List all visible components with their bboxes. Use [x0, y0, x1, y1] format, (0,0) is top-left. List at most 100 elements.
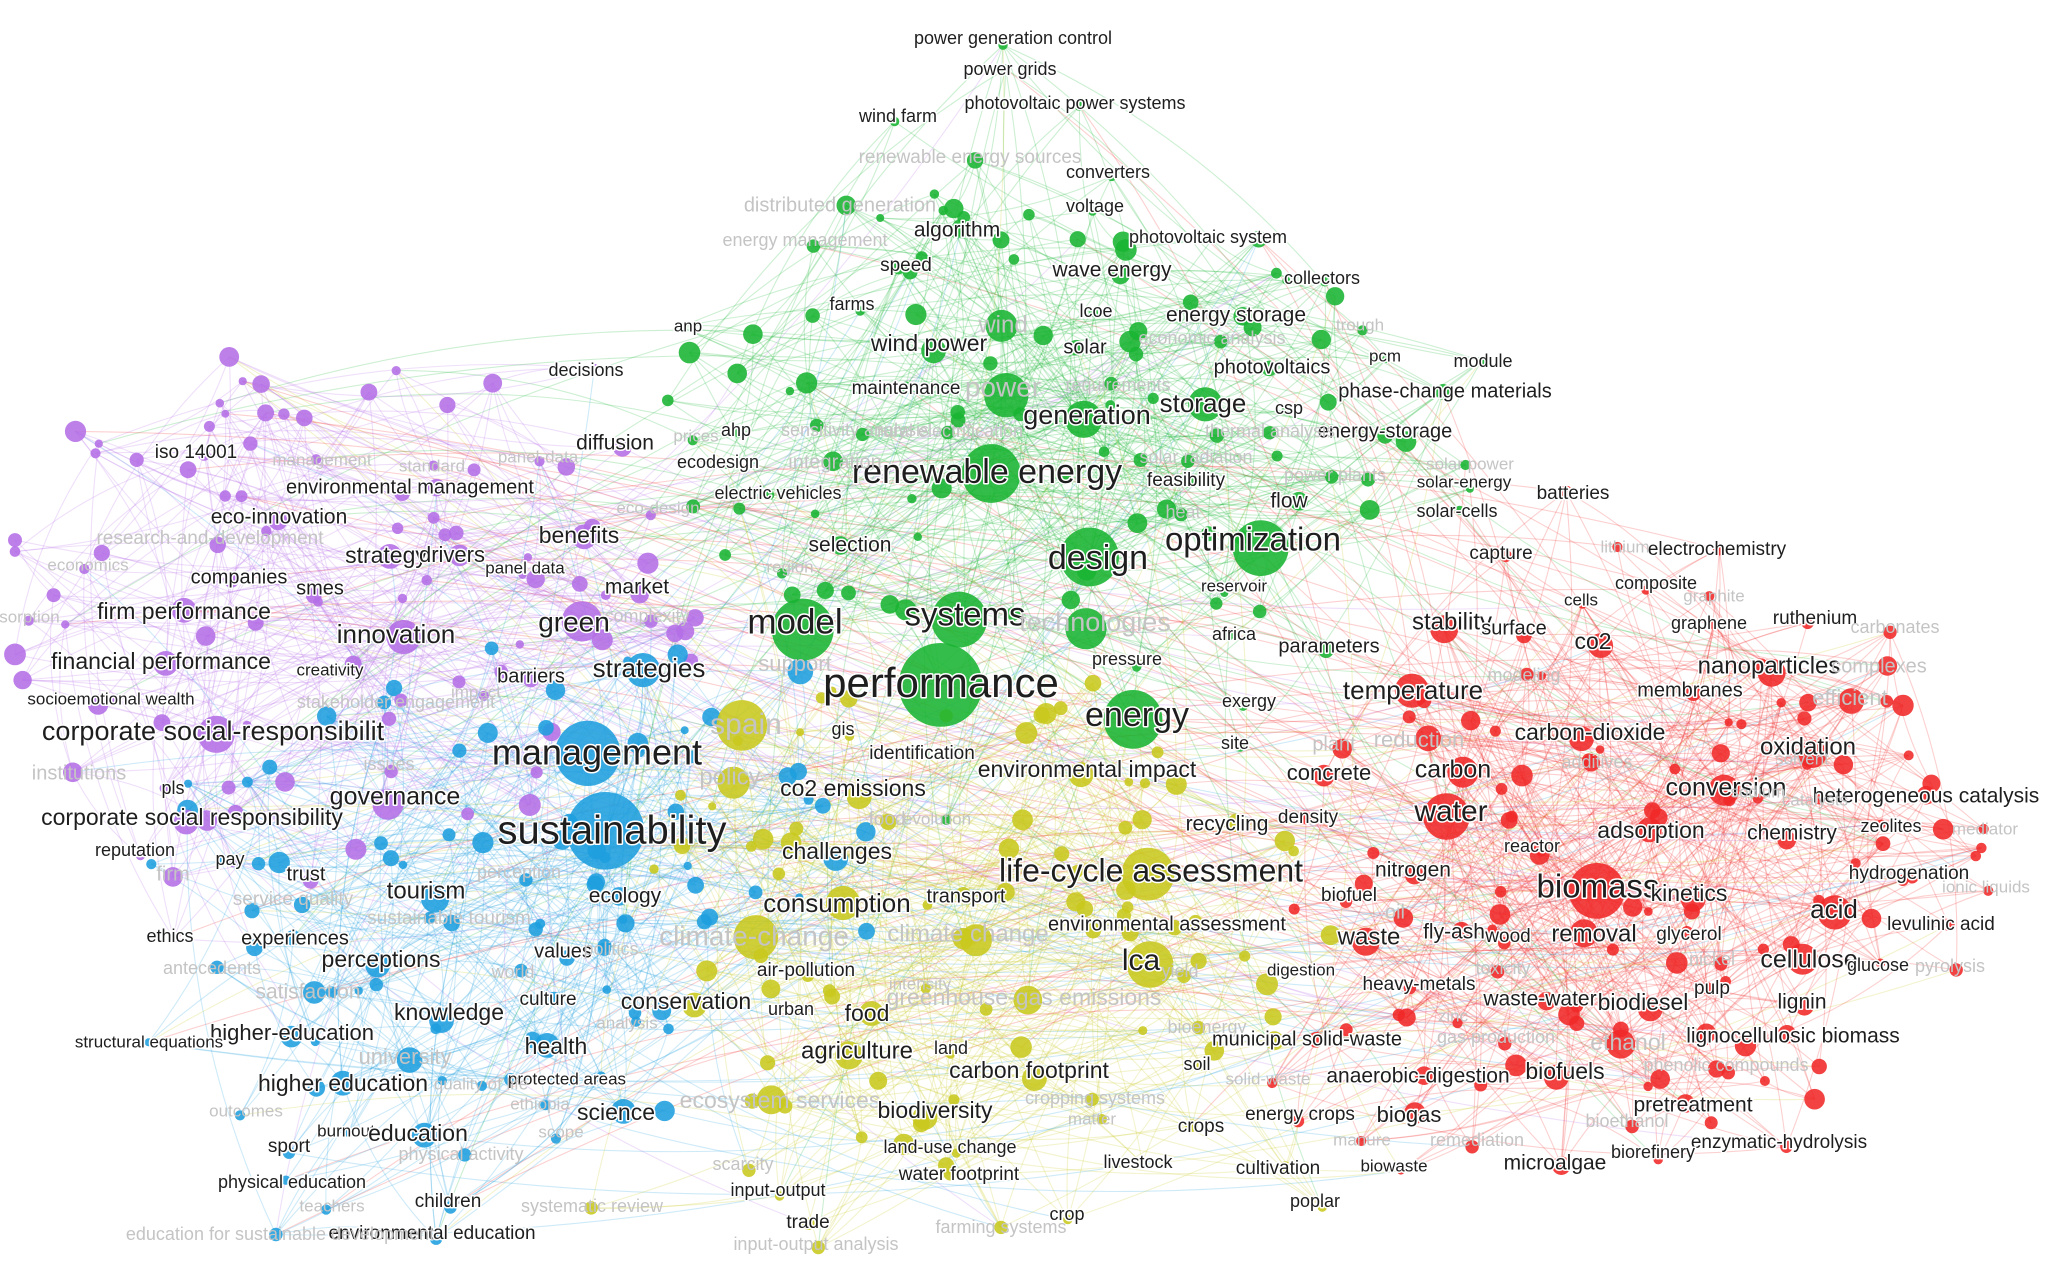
keyword-node[interactable] [902, 264, 918, 280]
keyword-node[interactable] [262, 759, 278, 775]
keyword-node[interactable] [545, 680, 566, 700]
keyword-node[interactable] [443, 914, 460, 932]
keyword-node[interactable] [855, 306, 865, 316]
keyword-node[interactable] [1147, 392, 1159, 404]
keyword-node[interactable] [246, 939, 263, 957]
keyword-node[interactable] [448, 544, 471, 567]
keyword-node[interactable] [1239, 950, 1251, 962]
keyword-node[interactable] [686, 499, 701, 514]
keyword-node[interactable] [992, 231, 1010, 249]
keyword-node[interactable] [1777, 830, 1796, 850]
keyword-node[interactable] [1224, 631, 1234, 641]
keyword-node[interactable] [93, 544, 110, 562]
keyword-node[interactable] [1291, 1114, 1305, 1128]
keyword-node[interactable] [129, 452, 144, 467]
keyword-node[interactable] [793, 1004, 803, 1014]
keyword-node[interactable] [787, 658, 814, 685]
keyword-node[interactable] [1397, 1008, 1416, 1027]
keyword-node[interactable] [822, 984, 836, 998]
keyword-node[interactable] [197, 448, 211, 461]
keyword-node[interactable] [1452, 921, 1471, 941]
keyword-node[interactable] [645, 510, 656, 521]
keyword-node[interactable] [61, 620, 70, 629]
keyword-node[interactable] [1811, 1058, 1827, 1075]
keyword-node[interactable] [802, 1217, 815, 1231]
keyword-node[interactable] [1121, 924, 1139, 942]
keyword-node[interactable] [1015, 722, 1038, 744]
keyword-node[interactable] [1054, 846, 1070, 862]
keyword-node[interactable] [1666, 952, 1688, 974]
keyword-node[interactable] [1776, 698, 1786, 708]
keyword-node[interactable] [1876, 819, 1886, 829]
keyword-node[interactable] [526, 569, 545, 589]
keyword-node[interactable] [1680, 926, 1694, 939]
keyword-node[interactable] [702, 707, 721, 727]
keyword-node[interactable] [1625, 1119, 1639, 1134]
keyword-node[interactable] [756, 1085, 786, 1115]
keyword-node[interactable] [1724, 718, 1733, 727]
keyword-node[interactable] [1281, 405, 1292, 415]
keyword-node[interactable] [921, 338, 946, 364]
keyword-node[interactable] [179, 461, 197, 479]
keyword-node[interactable] [437, 1076, 447, 1086]
keyword-node[interactable] [803, 794, 814, 805]
keyword-node[interactable] [1311, 329, 1332, 350]
keyword-node[interactable] [682, 992, 707, 1018]
keyword-node[interactable] [1012, 809, 1033, 831]
keyword-node[interactable] [1351, 927, 1380, 956]
keyword-node[interactable] [895, 599, 917, 621]
keyword-node[interactable] [1127, 513, 1148, 533]
keyword-node[interactable] [1543, 1064, 1569, 1090]
keyword-node[interactable] [1559, 485, 1573, 498]
keyword-node[interactable] [1714, 957, 1728, 971]
keyword-node[interactable] [772, 867, 786, 881]
keyword-node[interactable] [1505, 810, 1518, 823]
keyword-node[interactable] [1897, 874, 1909, 886]
keyword-node[interactable] [540, 1100, 551, 1111]
keyword-node[interactable] [1520, 667, 1534, 682]
keyword-node[interactable] [1069, 231, 1086, 248]
keyword-node[interactable] [550, 1133, 562, 1144]
keyword-node[interactable] [955, 887, 971, 903]
keyword-node[interactable] [1181, 475, 1194, 488]
keyword-node[interactable] [1700, 982, 1714, 995]
keyword-node[interactable] [391, 522, 404, 534]
keyword-node[interactable] [1132, 810, 1152, 830]
keyword-node[interactable] [1720, 976, 1731, 987]
keyword-node[interactable] [1415, 725, 1441, 752]
keyword-node[interactable] [687, 876, 704, 894]
keyword-node[interactable] [452, 743, 467, 758]
keyword-node[interactable] [1325, 287, 1345, 306]
keyword-node[interactable] [269, 1227, 283, 1242]
keyword-node[interactable] [285, 930, 301, 946]
keyword-node[interactable] [183, 779, 193, 788]
keyword-node[interactable] [795, 893, 804, 902]
keyword-node[interactable] [1976, 842, 1987, 854]
keyword-node[interactable] [386, 619, 421, 655]
keyword-node[interactable] [1235, 742, 1245, 752]
keyword-node[interactable] [1166, 919, 1183, 936]
keyword-node[interactable] [1061, 590, 1081, 610]
keyword-node[interactable] [1880, 695, 1894, 708]
keyword-node[interactable] [571, 576, 588, 592]
keyword-node[interactable] [452, 675, 466, 689]
keyword-node[interactable] [153, 651, 179, 676]
keyword-node[interactable] [951, 219, 971, 238]
keyword-node[interactable] [628, 1006, 642, 1020]
keyword-node[interactable] [1256, 973, 1278, 996]
keyword-node[interactable] [1569, 726, 1594, 752]
keyword-node[interactable] [719, 549, 731, 561]
keyword-node[interactable] [1053, 701, 1068, 716]
keyword-node[interactable] [815, 692, 828, 704]
keyword-node[interactable] [1177, 969, 1191, 983]
keyword-node[interactable] [1487, 924, 1498, 935]
keyword-node[interactable] [1339, 1023, 1353, 1037]
keyword-node[interactable] [1174, 507, 1188, 522]
keyword-node[interactable] [1209, 428, 1225, 443]
keyword-node[interactable] [985, 309, 1018, 342]
keyword-node[interactable] [1057, 471, 1072, 485]
keyword-node[interactable] [686, 609, 704, 627]
keyword-node[interactable] [584, 1201, 598, 1215]
keyword-node[interactable] [1188, 387, 1223, 422]
keyword-node[interactable] [662, 394, 674, 407]
